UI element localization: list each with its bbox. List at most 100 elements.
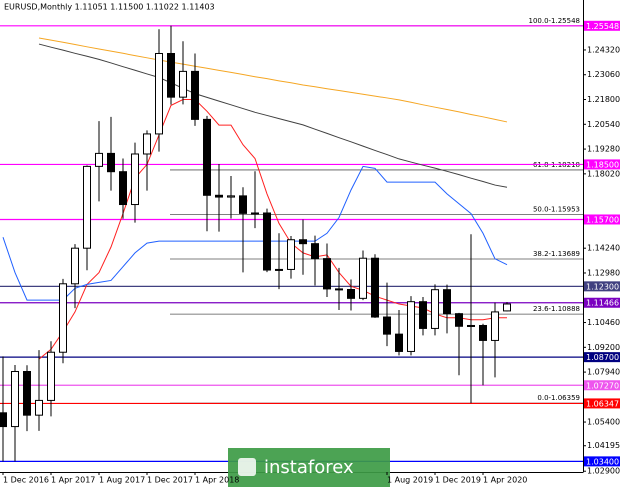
candle-body xyxy=(239,195,247,214)
candle-body xyxy=(203,118,211,196)
level-box xyxy=(584,398,620,409)
candle-body xyxy=(179,70,187,98)
y-tick-label: 1.24320 xyxy=(587,45,620,54)
y-tick-label: 1.05400 xyxy=(587,418,620,427)
level-label: 1.08700 xyxy=(586,353,619,362)
candle-body xyxy=(95,152,103,167)
candle-body xyxy=(479,324,487,341)
level-label: 1.12300 xyxy=(586,282,619,291)
level-label: 1.11466 xyxy=(586,299,619,308)
x-tick-label: 1 Aug 2019 xyxy=(387,476,433,485)
candle-body xyxy=(143,133,151,155)
candle-body xyxy=(311,243,319,260)
x-tick-label: 1 Apr 2020 xyxy=(483,476,527,485)
watermark-icon xyxy=(238,458,256,476)
level-box xyxy=(584,214,620,225)
level-label: 1.03400 xyxy=(586,457,619,466)
chart-title: EURUSD,Monthly 1.11051 1.11500 1.11022 1… xyxy=(4,3,215,12)
candle-body xyxy=(275,268,283,271)
candle-body xyxy=(455,313,463,327)
candle-body xyxy=(287,239,295,270)
candle-body xyxy=(83,165,91,249)
candle-body xyxy=(47,351,55,401)
y-tick-label: 1.21800 xyxy=(587,95,620,104)
x-tick-label: 1 Apr 2017 xyxy=(51,476,95,485)
candle-body xyxy=(383,316,391,335)
candle-body xyxy=(335,288,343,291)
candle-body xyxy=(431,289,439,329)
x-tick-label: 1 Dec 2017 xyxy=(147,476,193,485)
level-label: 1.25548 xyxy=(586,22,619,31)
candle-body xyxy=(503,303,511,312)
level-box xyxy=(584,297,620,308)
candle-body xyxy=(467,324,475,327)
candle-body xyxy=(419,301,427,329)
candle-body xyxy=(23,371,31,416)
candle-body xyxy=(71,247,79,285)
level-label: 1.15700 xyxy=(586,215,619,224)
candle-body xyxy=(443,289,451,315)
x-tick-label: 1 Dec 2019 xyxy=(435,476,481,485)
indicator-line xyxy=(38,99,507,360)
y-tick-label: 1.10460 xyxy=(587,318,620,327)
level-box xyxy=(584,352,620,363)
overlay: 1.25548 1.18500 1.15700 1.12300 1.11466 1.087… xyxy=(228,20,620,487)
fib-label: 0.0-1.06359 xyxy=(537,394,580,402)
level-label: 1.06347 xyxy=(586,399,619,408)
level-box xyxy=(584,20,620,31)
watermark: instaforex xyxy=(264,457,354,478)
candle-body xyxy=(263,212,271,271)
candle-body xyxy=(251,212,259,215)
y-tick-label: 1.12980 xyxy=(587,268,620,277)
fib-label: 38.2-1.13689 xyxy=(533,250,580,258)
fib-label: 50.0-1.15953 xyxy=(533,206,580,214)
candle-body xyxy=(191,70,199,120)
x-tick-label: 1 Dec 2016 xyxy=(3,476,49,485)
candle-body xyxy=(0,412,7,428)
candle-body xyxy=(407,301,415,352)
candle-body xyxy=(59,283,67,353)
candle-body xyxy=(215,194,223,198)
x-tick-label: 1 Aug 2017 xyxy=(99,476,145,485)
y-tick-label: 1.14240 xyxy=(587,244,620,253)
fib-label: 23.6-1.10888 xyxy=(533,305,580,313)
candle-body xyxy=(491,311,499,341)
candle-body xyxy=(299,239,307,245)
y-tick-label: 1.23060 xyxy=(587,70,620,79)
candle-body xyxy=(227,195,235,198)
level-box xyxy=(584,456,620,467)
y-tick-label: 1.04195 xyxy=(587,441,620,450)
level-box xyxy=(584,281,620,292)
y-tick-label: 1.18020 xyxy=(587,169,620,178)
candle-body xyxy=(167,52,175,98)
fib-label: 100.0-1.25548 xyxy=(528,17,580,25)
level-label: 1.07270 xyxy=(586,381,619,390)
y-tick-label: 1.02900 xyxy=(587,467,620,476)
candle-body xyxy=(119,171,127,206)
level-box xyxy=(584,159,620,170)
level-box xyxy=(584,380,620,391)
candle-body xyxy=(371,257,379,318)
indicator-line xyxy=(2,165,508,301)
y-tick-label: 1.07940 xyxy=(587,368,620,377)
candle-body xyxy=(35,399,43,416)
candle-body xyxy=(155,52,163,135)
indicator-line xyxy=(38,43,508,188)
candle-body xyxy=(107,152,115,173)
plot-area: 100.0-1.2554861.8-1.1821850.0-1.1595338.… xyxy=(0,17,583,462)
indicator-line xyxy=(38,37,508,123)
level-label: 1.18500 xyxy=(586,160,619,169)
y-tick-label: 1.09200 xyxy=(587,343,620,352)
candle-body xyxy=(395,333,403,352)
x-tick-label: 1 Apr 2018 xyxy=(195,476,239,485)
y-tick-label: 1.19280 xyxy=(587,145,620,154)
candle-body xyxy=(11,371,19,428)
candle-body xyxy=(347,288,355,299)
candle-body xyxy=(131,153,139,206)
y-tick-label: 1.20540 xyxy=(587,120,620,129)
candle-body xyxy=(359,257,367,299)
candle-body xyxy=(323,258,331,290)
